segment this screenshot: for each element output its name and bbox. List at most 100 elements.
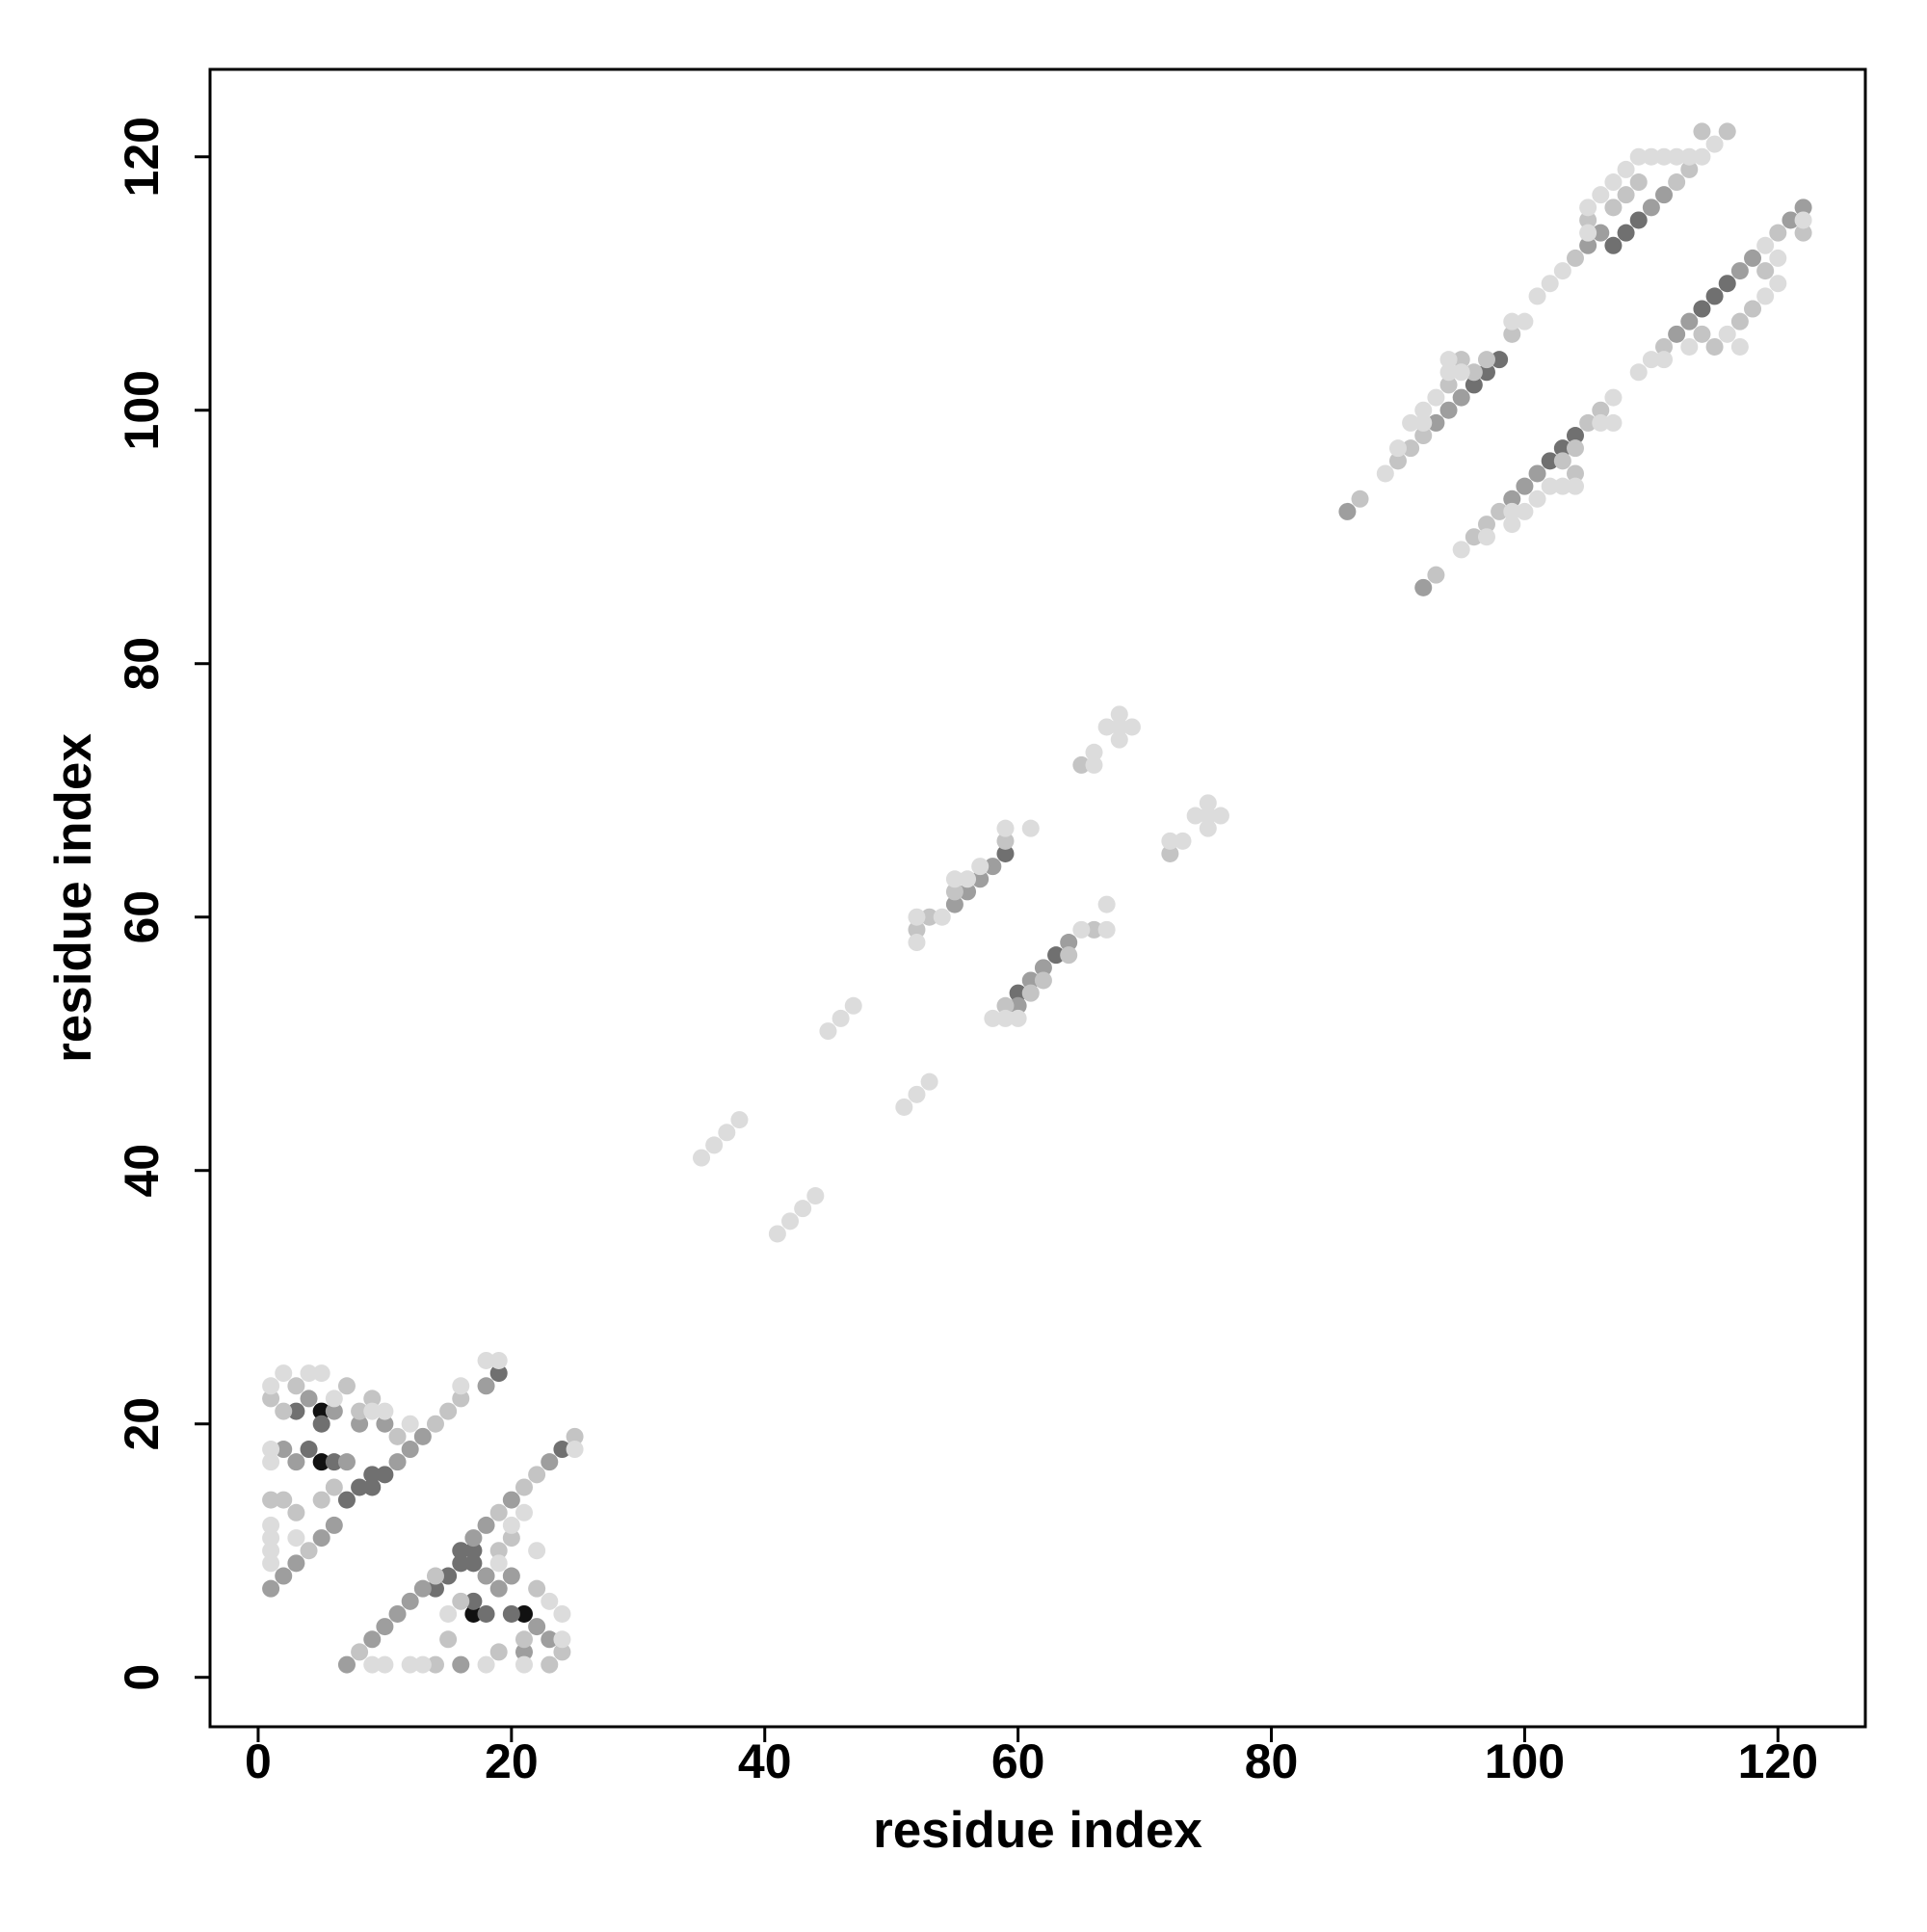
contact-point	[1034, 959, 1052, 977]
contact-point	[312, 1491, 330, 1509]
contact-point	[553, 1441, 571, 1459]
contact-point	[541, 1453, 559, 1471]
contact-point	[1452, 388, 1470, 407]
contact-point	[300, 1441, 318, 1459]
contact-point	[1516, 502, 1534, 520]
x-axis-label: residue index	[873, 1802, 1202, 1859]
contact-point	[351, 1402, 369, 1420]
contact-point	[464, 1529, 483, 1548]
contact-point	[1794, 198, 1812, 217]
contact-point	[1566, 439, 1584, 458]
contact-point	[1617, 224, 1635, 242]
contact-point	[1465, 363, 1483, 382]
contact-point	[945, 883, 964, 901]
contact-point	[351, 1478, 369, 1496]
contact-point	[1452, 541, 1470, 559]
contact-point	[1553, 452, 1571, 470]
contact-point	[1604, 198, 1623, 217]
contact-point	[489, 1554, 508, 1573]
contact-point	[1528, 464, 1546, 483]
contact-point	[996, 1009, 1015, 1027]
contact-point	[439, 1567, 458, 1585]
contact-point	[1528, 490, 1546, 508]
contact-point	[1439, 401, 1458, 419]
contact-point	[1642, 147, 1660, 166]
contact-point	[275, 1441, 293, 1459]
contact-point	[363, 1655, 382, 1674]
contact-point	[1705, 135, 1724, 153]
contact-point	[920, 1072, 938, 1091]
contact-point	[287, 1529, 305, 1548]
contact-point	[388, 1427, 407, 1445]
contact-point	[464, 1604, 483, 1623]
contact-point	[908, 934, 926, 952]
contact-point	[1414, 401, 1433, 419]
contact-point	[1693, 122, 1711, 141]
contact-point	[541, 1655, 559, 1674]
contact-point	[1503, 490, 1521, 508]
contact-point	[844, 996, 862, 1015]
contact-point	[984, 858, 1002, 876]
contact-point	[1617, 186, 1635, 204]
contact-point	[464, 1592, 483, 1610]
contact-point	[1047, 946, 1066, 965]
contact-point	[351, 1415, 369, 1433]
contact-point	[262, 1491, 280, 1509]
y-tick-label: 100	[115, 370, 169, 450]
contact-point	[312, 1402, 330, 1420]
contact-point	[489, 1579, 508, 1598]
contact-point	[1161, 832, 1179, 850]
contact-point	[325, 1478, 343, 1496]
contact-point	[275, 1491, 293, 1509]
contact-point	[1439, 376, 1458, 394]
contact-point	[477, 1351, 495, 1369]
contact-point	[920, 908, 938, 926]
contact-point	[1782, 211, 1800, 229]
contact-point	[768, 1225, 786, 1243]
contact-point	[1477, 351, 1495, 369]
contact-point	[1186, 807, 1204, 825]
contact-point	[312, 1453, 330, 1471]
contact-point	[401, 1415, 419, 1433]
contact-point	[300, 1542, 318, 1560]
contact-point	[1744, 249, 1762, 267]
contact-point	[1592, 186, 1610, 204]
contact-point	[945, 870, 964, 888]
contact-point	[515, 1643, 533, 1661]
contact-point	[1794, 211, 1812, 229]
contact-point	[452, 1542, 470, 1560]
contact-point	[376, 1655, 394, 1674]
contact-point	[528, 1466, 546, 1484]
contact-point	[1110, 718, 1128, 736]
x-tick-label: 120	[1738, 1734, 1818, 1788]
contact-point	[275, 1402, 293, 1420]
contact-point	[1414, 427, 1433, 445]
contact-point	[1629, 173, 1648, 192]
contact-point	[439, 1630, 458, 1649]
y-tick-label: 0	[115, 1664, 169, 1691]
contact-point	[1629, 363, 1648, 382]
contact-point	[1465, 376, 1483, 394]
contact-point	[1566, 427, 1584, 445]
contact-point	[1693, 325, 1711, 343]
contact-point	[996, 996, 1015, 1015]
y-tick-label: 20	[115, 1397, 169, 1451]
contact-point	[1388, 439, 1407, 458]
contact-point	[1427, 388, 1445, 407]
contact-point	[452, 1592, 470, 1610]
contact-point	[401, 1655, 419, 1674]
contact-point	[502, 1491, 520, 1509]
contact-point	[996, 832, 1015, 850]
contact-point	[325, 1389, 343, 1408]
contact-point	[705, 1136, 724, 1154]
contact-point	[413, 1427, 432, 1445]
contact-point	[528, 1542, 546, 1560]
contact-point	[1021, 984, 1040, 1002]
contact-point	[1110, 730, 1128, 749]
contact-point	[819, 1022, 837, 1041]
contact-point	[1516, 312, 1534, 331]
contact-point	[1705, 337, 1724, 356]
contact-point	[502, 1529, 520, 1548]
contact-point	[1021, 971, 1040, 990]
